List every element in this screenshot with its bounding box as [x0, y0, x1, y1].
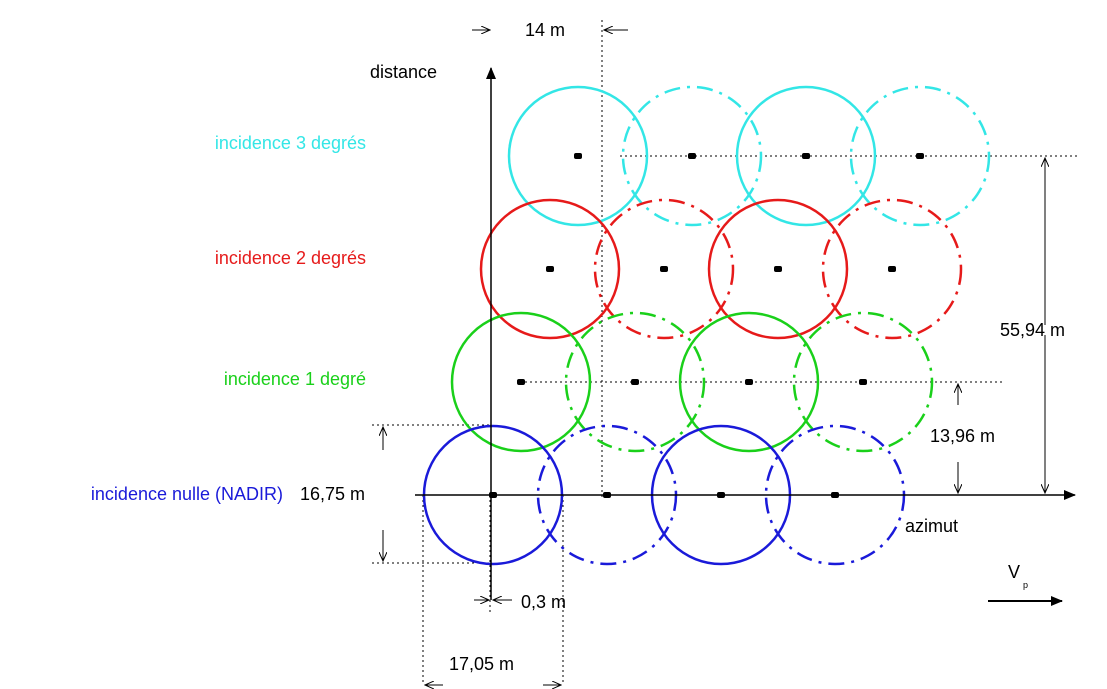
- footprint-center-incidence-1-3: [745, 379, 753, 385]
- dim-offset: 0,3 m: [521, 592, 566, 612]
- velocity-label: V: [1008, 562, 1020, 582]
- velocity-subscript: p: [1023, 580, 1028, 590]
- footprint-circle-incidence-1-1: [450, 311, 592, 453]
- footprint-circles: [422, 85, 991, 566]
- row-label-incidence-3: incidence 3 degrés: [215, 133, 366, 153]
- footprint-center-incidence-2-4: [888, 266, 896, 272]
- footprint-circle-incidence-2-1: [479, 198, 621, 340]
- footprint-center-incidence-1-2: [631, 379, 639, 385]
- footprint-circle-incidence-1-4: [792, 311, 934, 453]
- footprint-center-incidence-1-1: [517, 379, 525, 385]
- dimension-arrows: [383, 30, 1045, 685]
- y-axis-label: distance: [370, 62, 437, 82]
- footprint-center-incidence-1-4: [859, 379, 867, 385]
- dim-row-spacing: 13,96 m: [930, 426, 995, 446]
- axes: [415, 67, 1076, 600]
- footprint-center-incidence-3-1: [574, 153, 582, 159]
- footprint-center-incidence-3-2: [688, 153, 696, 159]
- footprint-center-nadir-4: [831, 492, 839, 498]
- footprint-circle-incidence-3-2: [621, 85, 763, 227]
- row-label-incidence-1: incidence 1 degré: [224, 369, 366, 389]
- footprint-center-nadir-2: [603, 492, 611, 498]
- footprint-center-incidence-2-1: [546, 266, 554, 272]
- footprint-center-incidence-2-2: [660, 266, 668, 272]
- x-axis-label: azimut: [905, 516, 958, 536]
- footprint-circle-incidence-3-1: [507, 85, 649, 227]
- footprint-circle-incidence-1-3: [678, 311, 820, 453]
- guide-lines: [372, 20, 1080, 682]
- footprint-circle-incidence-3-4: [849, 85, 991, 227]
- dim-footprint-height: 16,75 m: [300, 484, 365, 504]
- footprint-circle-incidence-2-3: [707, 198, 849, 340]
- footprint-center-nadir-1: [489, 492, 497, 498]
- footprint-circle-incidence-3-3: [735, 85, 877, 227]
- footprint-centers: [489, 153, 924, 498]
- footprint-circle-incidence-2-4: [821, 198, 963, 340]
- row-label-nadir: incidence nulle (NADIR): [91, 484, 283, 504]
- dim-footprint-width: 17,05 m: [449, 654, 514, 674]
- row-label-incidence-2: incidence 2 degrés: [215, 248, 366, 268]
- footprint-center-incidence-3-4: [916, 153, 924, 159]
- footprint-center-nadir-3: [717, 492, 725, 498]
- dim-top-spacing: 14 m: [525, 20, 565, 40]
- footprint-circle-incidence-1-2: [564, 311, 706, 453]
- dim-total-range: 55,94 m: [1000, 320, 1065, 340]
- footprint-center-incidence-3-3: [802, 153, 810, 159]
- footprint-center-incidence-2-3: [774, 266, 782, 272]
- footprint-circle-incidence-2-2: [593, 198, 735, 340]
